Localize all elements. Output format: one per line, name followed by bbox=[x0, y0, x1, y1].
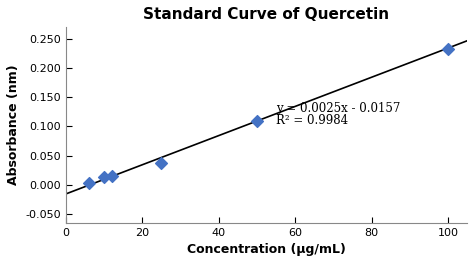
Point bbox=[253, 118, 261, 123]
Point bbox=[100, 175, 108, 179]
Text: y = 0.0025x - 0.0157: y = 0.0025x - 0.0157 bbox=[276, 102, 401, 115]
Text: R² = 0.9984: R² = 0.9984 bbox=[276, 114, 348, 127]
Point bbox=[444, 47, 452, 51]
Point bbox=[158, 160, 165, 165]
X-axis label: Concentration (μg/mL): Concentration (μg/mL) bbox=[187, 243, 346, 256]
Y-axis label: Absorbance (nm): Absorbance (nm) bbox=[7, 65, 20, 185]
Point bbox=[108, 174, 116, 178]
Title: Standard Curve of Quercetin: Standard Curve of Quercetin bbox=[144, 7, 390, 22]
Point bbox=[85, 181, 93, 185]
